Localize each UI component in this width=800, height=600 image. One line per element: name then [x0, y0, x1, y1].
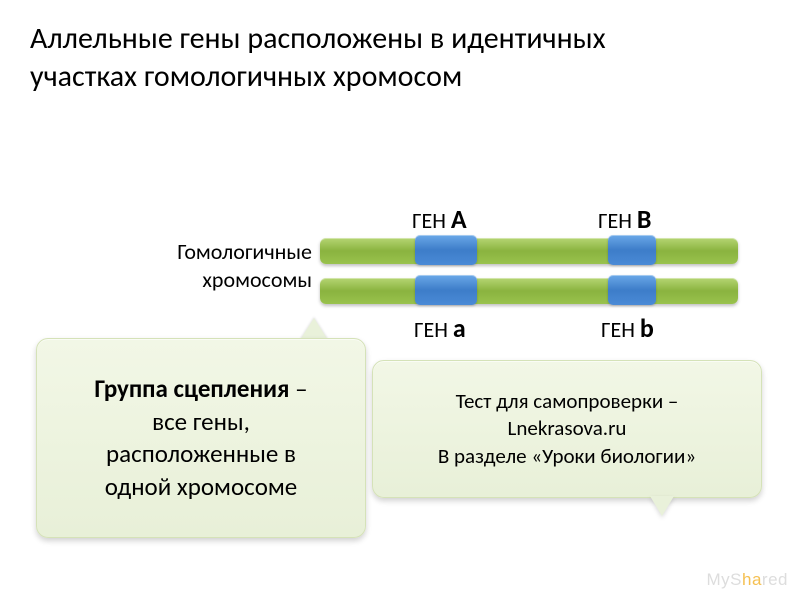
callout-2-line2: Lnekrasova.ru	[391, 415, 743, 442]
gene-b-prefix: ГЕН	[601, 316, 640, 343]
callout-1-line3: расположенные в	[55, 438, 347, 471]
locus-A	[415, 235, 477, 265]
locus-B	[608, 235, 656, 265]
homolog-line2: хромосомы	[202, 266, 312, 293]
callout-2-tail	[650, 496, 674, 516]
homologous-chromosomes-label: Гомологичные хромосомы	[122, 238, 312, 293]
callout-1-dash: –	[290, 373, 308, 404]
watermark: MyShared	[707, 570, 789, 590]
callout-1-line1: Группа сцепления –	[55, 373, 347, 406]
callout-2-line3: В разделе «Уроки биологии»	[391, 443, 743, 470]
gene-a-letter: а	[453, 312, 466, 344]
gene-label-A: ГЕН А	[412, 203, 467, 235]
gene-label-a: ГЕН а	[414, 312, 466, 344]
homolog-line1: Гомологичные	[177, 238, 312, 265]
gene-B-prefix: ГЕН	[598, 207, 637, 234]
gene-label-b: ГЕН b	[601, 312, 654, 344]
callout-1-line4: одной хромосоме	[55, 471, 347, 504]
slide-title: Аллельные гены расположены в идентичных …	[30, 20, 630, 95]
callout-1-tail	[300, 318, 328, 340]
gene-A-prefix: ГЕН	[412, 207, 451, 234]
chromosome-1	[320, 238, 738, 264]
callout-1-bold: Группа сцепления	[94, 373, 289, 404]
callout-2-line1: Тест для самопроверки –	[391, 388, 743, 415]
callout-self-test: Тест для самопроверки – Lnekrasova.ru В …	[372, 360, 762, 498]
locus-b	[608, 275, 656, 305]
gene-B-letter: В	[637, 203, 652, 235]
slide-root: Аллельные гены расположены в идентичных …	[0, 0, 800, 600]
locus-a	[415, 275, 477, 305]
chromosome-2	[320, 278, 738, 304]
gene-A-letter: А	[451, 203, 467, 235]
gene-b-letter: b	[640, 312, 654, 344]
callout-1-line2: все гены,	[55, 406, 347, 439]
watermark-post: red	[762, 570, 788, 589]
gene-label-B: ГЕН В	[598, 203, 651, 235]
watermark-pre: MyS	[707, 570, 743, 589]
gene-a-prefix: ГЕН	[414, 316, 453, 343]
watermark-hl: ha	[742, 570, 762, 589]
callout-linkage-group: Группа сцепления – все гены, расположенн…	[36, 338, 366, 538]
